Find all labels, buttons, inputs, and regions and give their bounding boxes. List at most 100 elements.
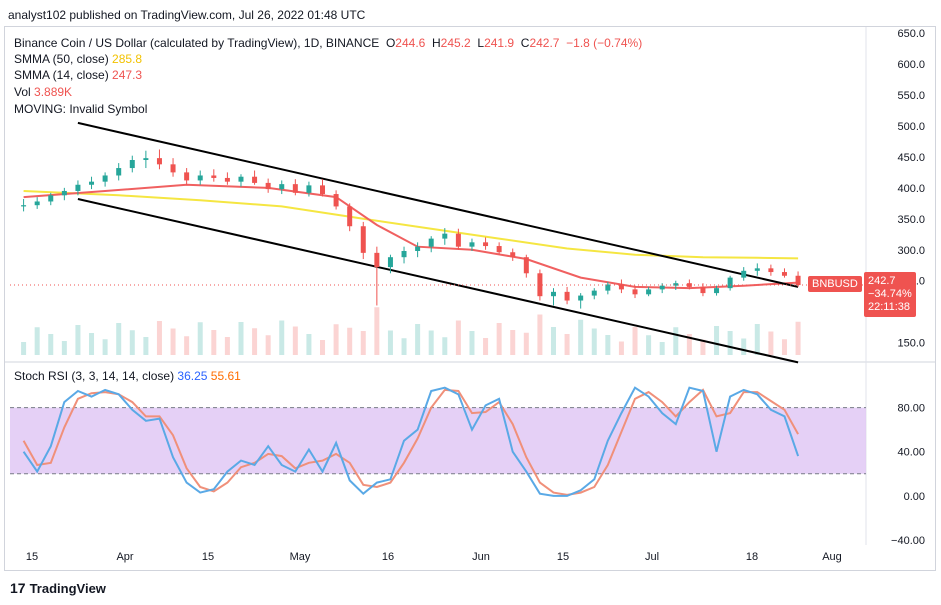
last-price: 242.7 bbox=[868, 275, 896, 287]
symbol-title: Binance Coin / US Dollar (calculated by … bbox=[14, 36, 380, 50]
volume-bar bbox=[415, 324, 421, 355]
volume-legend[interactable]: Vol 3.889K bbox=[14, 85, 72, 99]
time-tick-label: 15 bbox=[557, 551, 569, 563]
candle-body bbox=[618, 284, 624, 290]
volume-bar bbox=[442, 337, 448, 355]
open-label: O bbox=[385, 36, 396, 50]
change-value: −1.8 (−0.74%) bbox=[566, 36, 643, 50]
symbol-price-tag[interactable]: BNBUSD bbox=[808, 276, 862, 292]
tradingview-brand: TradingView bbox=[29, 580, 106, 596]
candle-body bbox=[537, 273, 543, 297]
candle-body bbox=[238, 176, 244, 182]
candle-body bbox=[700, 286, 706, 294]
volume-bar bbox=[48, 334, 54, 355]
volume-bar bbox=[89, 333, 95, 355]
close-value: 242.7 bbox=[529, 36, 560, 50]
volume-bar bbox=[469, 331, 475, 355]
price-change-pct: −34.74% bbox=[868, 288, 912, 300]
volume-bar bbox=[75, 325, 81, 355]
candle-body bbox=[61, 190, 67, 196]
stoch-tick-label: −40.00 bbox=[891, 535, 925, 547]
volume-bar bbox=[578, 319, 584, 355]
volume-bar bbox=[700, 339, 706, 355]
price-tick-label: 400.0 bbox=[897, 183, 925, 195]
vol-label: Vol bbox=[14, 85, 31, 99]
candle-body bbox=[591, 290, 597, 296]
smma50-value: 285.8 bbox=[112, 52, 143, 66]
candle-body bbox=[224, 177, 230, 182]
stoch-d-line bbox=[22, 388, 799, 496]
candle-body bbox=[578, 295, 584, 301]
candle-body bbox=[523, 257, 529, 274]
candle-body bbox=[292, 184, 298, 193]
candle-body bbox=[48, 195, 54, 202]
candle-body bbox=[659, 285, 665, 290]
candle-body bbox=[442, 233, 448, 239]
channel-lower-line bbox=[77, 198, 799, 364]
smma14-label: SMMA (14, close) bbox=[14, 68, 109, 82]
volume-bar bbox=[659, 342, 665, 355]
candle-body bbox=[415, 246, 421, 251]
stoch-band bbox=[10, 407, 866, 474]
candle-body bbox=[170, 164, 176, 173]
last-price-box: 242.7 −34.74% 22:11:38 bbox=[864, 272, 916, 317]
chart-frame bbox=[4, 26, 936, 571]
candle-body bbox=[347, 206, 353, 227]
candle-body bbox=[646, 289, 652, 295]
stoch-tick-label: 0.00 bbox=[904, 491, 925, 503]
time-tick-label: Apr bbox=[116, 551, 133, 563]
stoch-d-value: 55.61 bbox=[210, 369, 241, 383]
tradingview-footer[interactable]: 17 TradingView bbox=[10, 580, 106, 596]
volume-bar bbox=[727, 331, 733, 355]
publish-caption: analyst102 published on TradingView.com,… bbox=[8, 8, 366, 22]
volume-bar bbox=[741, 338, 747, 355]
volume-bar bbox=[292, 326, 298, 355]
candle-body bbox=[754, 268, 760, 271]
candle-body bbox=[102, 175, 108, 182]
volume-bar bbox=[768, 331, 774, 355]
stoch-legend[interactable]: Stoch RSI (3, 3, 14, 14, close) 36.25 55… bbox=[14, 369, 241, 383]
smma50-legend[interactable]: SMMA (50, close) 285.8 bbox=[14, 52, 142, 66]
candle-body bbox=[360, 226, 366, 253]
candle-body bbox=[727, 277, 733, 289]
candle-body bbox=[21, 205, 27, 207]
candle-body bbox=[387, 257, 393, 268]
candle-body bbox=[483, 242, 489, 247]
open-value: 244.6 bbox=[395, 36, 426, 50]
candle-body bbox=[714, 288, 720, 294]
tradingview-logo-icon: 17 bbox=[10, 580, 26, 596]
smma14-legend[interactable]: SMMA (14, close) 247.3 bbox=[14, 68, 142, 82]
volume-bar bbox=[632, 327, 638, 355]
candle-body bbox=[564, 291, 570, 301]
volume-bar bbox=[184, 336, 190, 355]
smma50-line bbox=[23, 190, 799, 260]
vol-value: 3.889K bbox=[34, 85, 73, 99]
volume-bar bbox=[523, 332, 529, 355]
volume-bar bbox=[781, 339, 787, 355]
time-tick-label: Jun bbox=[472, 551, 490, 563]
volume-bar bbox=[306, 334, 312, 355]
volume-bar bbox=[238, 322, 244, 355]
bar-countdown: 22:11:38 bbox=[868, 301, 911, 313]
stoch-label: Stoch RSI (3, 3, 14, 14, close) bbox=[14, 369, 175, 383]
volume-bar bbox=[129, 330, 135, 355]
candle-body bbox=[75, 184, 81, 191]
volume-bar bbox=[347, 327, 353, 355]
candle-body bbox=[374, 252, 380, 268]
moving-legend[interactable]: MOVING: Invalid Symbol bbox=[14, 102, 147, 116]
price-tick-label: 550.0 bbox=[897, 90, 925, 102]
candle-body bbox=[306, 185, 312, 193]
candle-body bbox=[211, 175, 217, 178]
candle-body bbox=[795, 275, 801, 286]
stoch-tick-label: 40.00 bbox=[897, 447, 925, 459]
candle-body bbox=[401, 251, 407, 258]
price-tick-label: 350.0 bbox=[897, 214, 925, 226]
volume-bar bbox=[686, 334, 692, 355]
channel-upper-line bbox=[77, 121, 799, 288]
volume-bar bbox=[333, 324, 339, 355]
candle-body bbox=[428, 238, 434, 247]
time-tick-label: 15 bbox=[26, 551, 38, 563]
volume-bar bbox=[211, 330, 217, 355]
candle-body bbox=[686, 283, 692, 287]
